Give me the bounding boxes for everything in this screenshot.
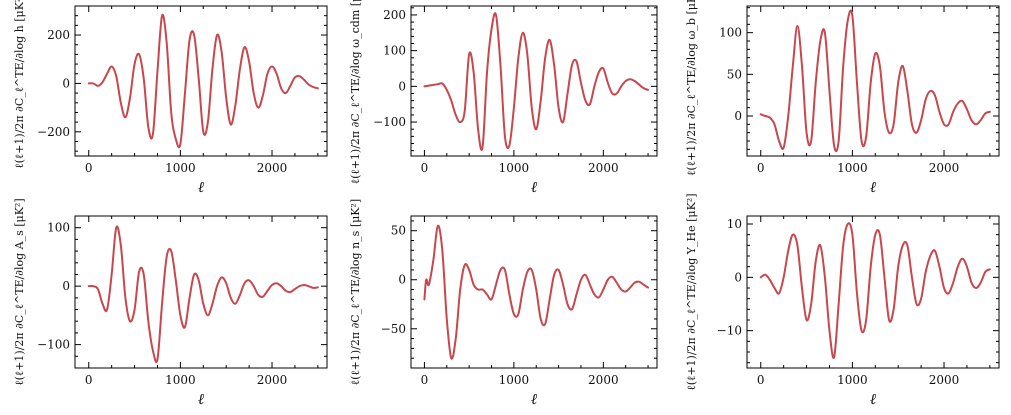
y-tick-label: 0 (734, 109, 742, 123)
y-tick-label: 0 (62, 279, 70, 293)
y-tick-label: 50 (727, 67, 742, 81)
panel-3: 0 1000 2000 0 50 100 ℓ ℓ(ℓ+1)/2π ∂C_ℓ^TE/∂log ω… (685, 0, 1000, 196)
x-tick-label: 2000 (588, 373, 619, 387)
axes-frame (746, 215, 1000, 369)
series-line-1 (423, 224, 650, 360)
y-tick-label: 200 (47, 28, 70, 42)
y-tick-label: 0 (734, 270, 742, 284)
x-tick-label: 0 (757, 373, 765, 387)
y-tick-label: 100 (383, 44, 406, 58)
x-axis-label: ℓ (198, 178, 204, 196)
x-tick-label: 2000 (588, 161, 619, 175)
x-tick-label: 1000 (837, 161, 868, 175)
y-tick-label: 100 (47, 221, 70, 235)
y-tick-label: 0 (398, 79, 406, 93)
y-tick-label: 100 (719, 26, 742, 40)
y-tick-label: 200 (383, 8, 406, 22)
y-axis-label: ℓ(ℓ+1)/2π ∂C_ℓ^TE/∂log ω_b [μK²] (685, 0, 698, 176)
panel-6: 0 1000 2000 −10 0 10 ℓ ℓ(ℓ+1)/2π ∂C_ℓ^TE/∂log Y… (685, 193, 1000, 408)
series-line-1 (87, 13, 319, 149)
x-axis-label: ℓ (198, 390, 204, 408)
y-tick-label: −50 (381, 322, 406, 336)
y-axis-label: ℓ(ℓ+1)/2π ∂C_ℓ^TE/∂log A_s [μK²] (13, 198, 26, 385)
panel-1: 0 1000 2000 −200 0 200 ℓ ℓ(ℓ+1)/2π ∂C_ℓ^TE/∂log… (13, 0, 328, 196)
series-line-1 (423, 12, 650, 152)
x-tick-label: 0 (85, 373, 93, 387)
x-tick-label: 2000 (929, 373, 960, 387)
x-tick-label: 2000 (257, 161, 288, 175)
x-tick-label: 1000 (165, 373, 196, 387)
y-axis-label: ℓ(ℓ+1)/2π ∂C_ℓ^TE/∂log n_s [μK²] (349, 199, 362, 385)
x-tick-label: 2000 (929, 161, 960, 175)
x-tick-label: 1000 (499, 161, 530, 175)
y-tick-label: 10 (727, 217, 742, 231)
y-tick-label: 0 (398, 273, 406, 287)
y-tick-label: −200 (37, 125, 70, 139)
panel-4: 0 1000 2000 −100 0 100 ℓ ℓ(ℓ+1)/2π ∂C_ℓ^TE/∂log… (13, 198, 328, 408)
x-tick-label: 0 (85, 161, 93, 175)
axes-frame (410, 215, 658, 369)
x-tick-label: 1000 (837, 373, 868, 387)
series-line-1 (87, 225, 319, 364)
series-line-1 (759, 9, 991, 153)
axes-frame (746, 5, 1000, 157)
axes-frame (410, 5, 658, 157)
y-axis-label: ℓ(ℓ+1)/2π ∂C_ℓ^TE/∂log Y_He [μK²] (685, 193, 698, 390)
y-tick-label: 50 (391, 224, 406, 238)
panel-2: 0 1000 2000 −100 0 100 200 ℓ ℓ(ℓ+1)/2π ∂C_ℓ^TE/∂… (349, 0, 658, 196)
x-tick-label: 1000 (165, 161, 196, 175)
x-tick-label: 0 (421, 161, 429, 175)
y-axis-label: ℓ(ℓ+1)/2π ∂C_ℓ^TE/∂log h [μK²] (13, 0, 26, 169)
y-tick-label: −100 (37, 338, 70, 352)
axes-frame (74, 5, 328, 157)
panel-5: 0 1000 2000 −50 0 50 ℓ ℓ(ℓ+1)/2π ∂C_ℓ^TE/∂log n… (349, 199, 658, 408)
y-axis-label: ℓ(ℓ+1)/2π ∂C_ℓ^TE/∂log ω_cdm [μK²] (349, 0, 362, 184)
x-axis-label: ℓ (870, 178, 876, 196)
x-tick-label: 0 (757, 161, 765, 175)
series-line-1 (759, 222, 991, 360)
x-tick-label: 2000 (257, 373, 288, 387)
x-axis-label: ℓ (531, 178, 537, 196)
y-tick-label: −100 (373, 115, 406, 129)
x-tick-label: 0 (421, 373, 429, 387)
x-axis-label: ℓ (870, 390, 876, 408)
axes-frame (74, 215, 328, 369)
x-tick-label: 1000 (499, 373, 530, 387)
y-tick-label: 0 (62, 76, 70, 90)
x-axis-label: ℓ (531, 390, 537, 408)
y-tick-label: −10 (717, 324, 742, 338)
